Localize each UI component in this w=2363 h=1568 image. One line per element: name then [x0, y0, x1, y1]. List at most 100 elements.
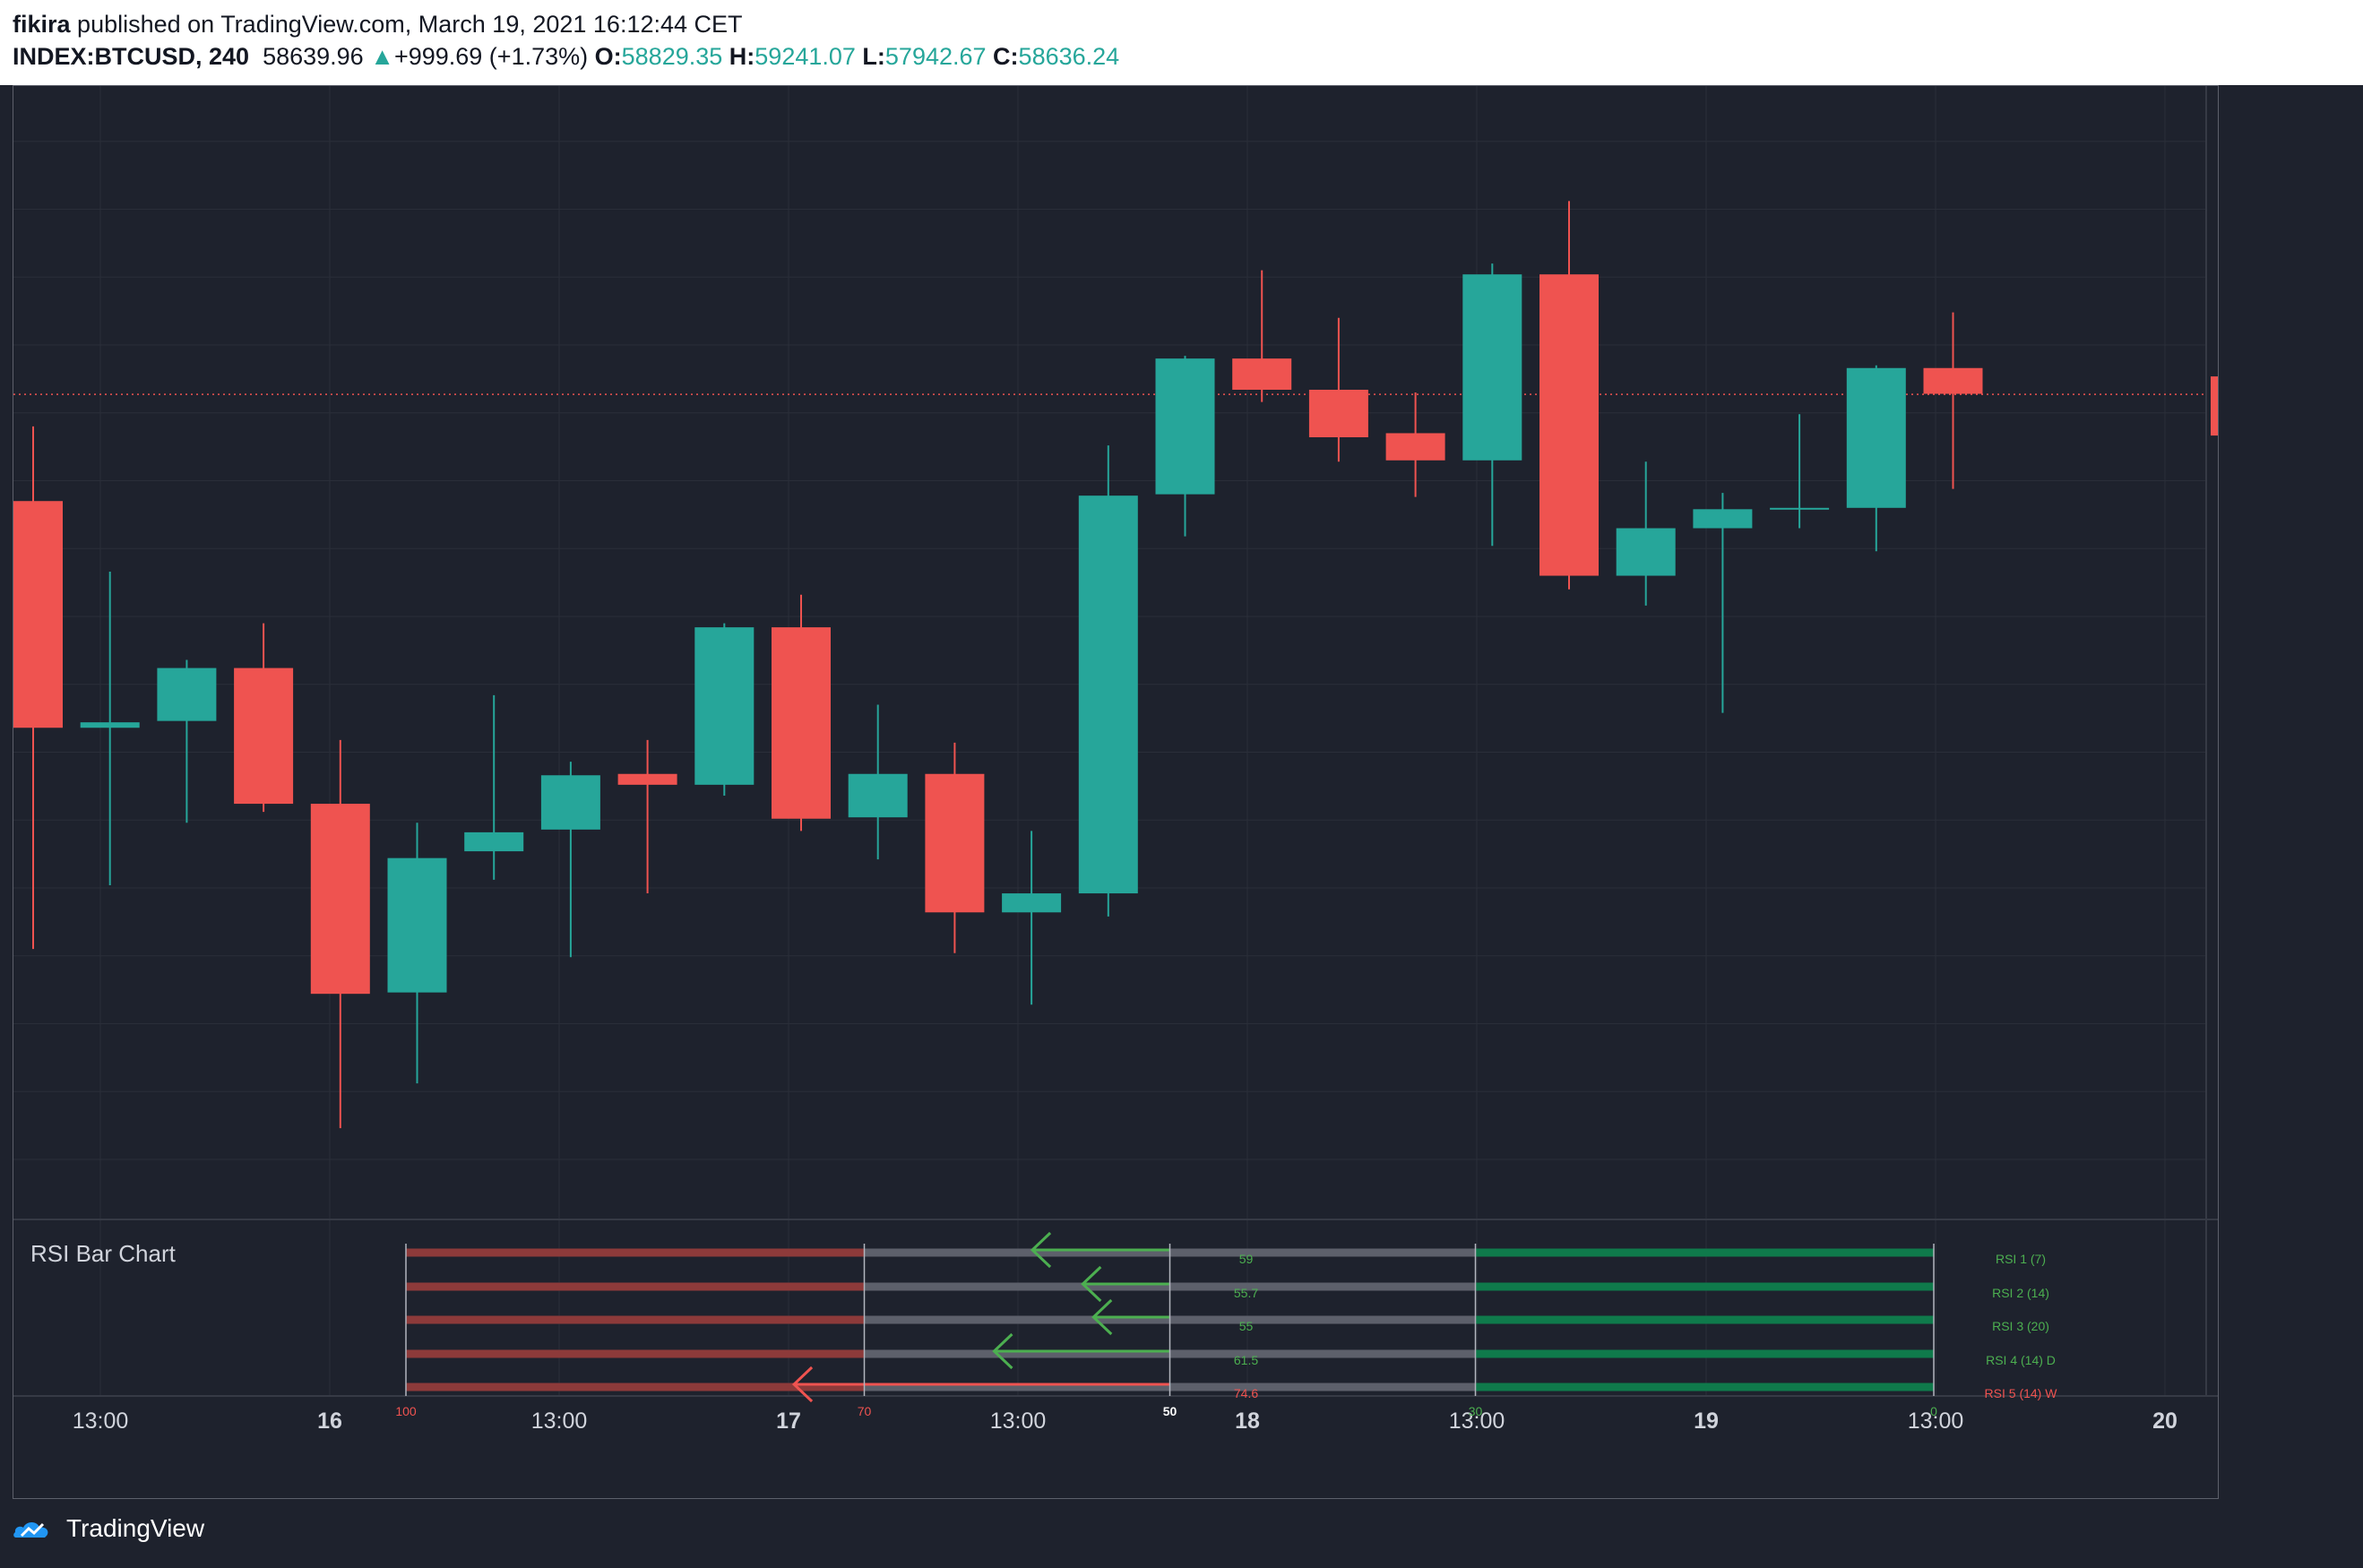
- candle: [772, 594, 831, 831]
- candle: [694, 623, 755, 796]
- candle-body: [1539, 274, 1599, 576]
- low-value: 57942.67: [884, 43, 987, 70]
- candle-body: [1078, 495, 1138, 894]
- candle: [1002, 831, 1062, 1005]
- rsi-arrow-head-icon: [1081, 1265, 1102, 1303]
- publish-header: fikira published on TradingView.com, Mar…: [0, 0, 2363, 85]
- tradingview-logo-icon[interactable]: [13, 1514, 61, 1543]
- candle: [1308, 317, 1368, 462]
- time-tick-label: 13:00: [1449, 1409, 1505, 1434]
- rsi-arrow-head-icon: [791, 1366, 814, 1403]
- rsi-arrow-head-icon: [1091, 1298, 1113, 1336]
- candle: [387, 823, 447, 1084]
- rsi-arrow-head-icon: [992, 1332, 1013, 1370]
- time-tick-label: 13:00: [531, 1409, 588, 1434]
- rsi-level-label: 30: [1469, 1404, 1483, 1418]
- candle: [540, 762, 600, 958]
- symbol-legend: INDEX:BTCUSD, 240 58639.96 ▲+999.69 (+1.…: [13, 43, 1119, 71]
- open-label: O:: [594, 43, 622, 70]
- rsi-series-name: RSI 5 (14) W: [1985, 1386, 2058, 1400]
- candle: [1616, 461, 1676, 606]
- time-tick-label: 16: [317, 1409, 342, 1434]
- time-tick-label: 13:00: [73, 1409, 129, 1434]
- candle-body: [1308, 389, 1368, 438]
- candle: [234, 623, 294, 813]
- candle-body: [925, 773, 985, 913]
- close-label: C:: [993, 43, 1019, 70]
- rsi-value-label: 74.6: [1234, 1386, 1258, 1400]
- indicator-title: RSI Bar Chart: [30, 1240, 177, 1267]
- candle: [1232, 270, 1292, 402]
- candle-body: [234, 668, 294, 805]
- rsi-value-label: 61.5: [1234, 1353, 1258, 1367]
- rsi-value-label: 59: [1239, 1252, 1254, 1266]
- candle-body: [540, 775, 600, 830]
- price-change: +999.69 (+1.73%): [393, 43, 589, 70]
- rsi-level-label: 70: [858, 1404, 872, 1418]
- candle: [1078, 445, 1138, 917]
- candle-body: [1232, 358, 1292, 390]
- chart-area[interactable]: 60500.0060000.0059500.0059000.0058500.00…: [4, 85, 2354, 1499]
- candle: [464, 694, 524, 880]
- last-price: 58639.96: [263, 43, 364, 70]
- candle: [80, 572, 140, 885]
- symbol-name[interactable]: INDEX:BTCUSD, 240: [13, 43, 250, 70]
- up-arrow-icon: ▲: [370, 43, 394, 70]
- high-label: H:: [729, 43, 755, 70]
- candle-body: [1002, 893, 1062, 913]
- candle-body: [694, 627, 755, 785]
- high-value: 59241.07: [755, 43, 856, 70]
- rsi-level-label: 0: [1930, 1404, 1937, 1418]
- candle-body: [772, 627, 831, 819]
- time-tick-label: 18: [1235, 1409, 1260, 1434]
- candle-body: [1462, 274, 1522, 461]
- rsi-series-name: RSI 1 (7): [1996, 1252, 2046, 1266]
- time-tick-label: 17: [776, 1409, 801, 1434]
- last-price-tag: [2211, 376, 2336, 436]
- rsi-arrow-head-icon: [1030, 1231, 1052, 1269]
- rsi-series-name: RSI 3 (20): [1992, 1319, 2049, 1333]
- candle-body: [464, 831, 524, 852]
- candle: [1923, 312, 1983, 489]
- candle: [1462, 263, 1522, 547]
- candle: [1693, 493, 1753, 713]
- rsi-value-label: 55.7: [1234, 1286, 1258, 1300]
- candle: [310, 739, 370, 1129]
- candle-body: [387, 857, 447, 993]
- footer: [0, 1499, 2363, 1568]
- candle: [1846, 365, 1906, 552]
- rsi-series-name: RSI 2 (14): [1992, 1286, 2049, 1300]
- time-tick-label: 19: [1694, 1409, 1719, 1434]
- author-name[interactable]: fikira: [13, 11, 71, 38]
- low-label: L:: [862, 43, 885, 70]
- candle-body: [617, 773, 677, 785]
- rsi-level-label: 50: [1163, 1404, 1177, 1418]
- rsi-level-label: 100: [395, 1404, 417, 1418]
- candle-body: [1770, 507, 1830, 510]
- time-tick-label: 13:00: [990, 1409, 1047, 1434]
- candle: [157, 659, 217, 823]
- tradingview-brand[interactable]: TradingView: [66, 1514, 205, 1542]
- candle: [617, 739, 677, 894]
- candle-body: [1693, 509, 1753, 529]
- candle-body: [1385, 433, 1445, 461]
- candle: [4, 426, 63, 950]
- candle: [1539, 201, 1599, 590]
- candle: [1155, 356, 1215, 537]
- candle: [1770, 414, 1830, 529]
- candle-body: [1923, 367, 1983, 394]
- chart-svg[interactable]: 60500.0060000.0059500.0059000.0058500.00…: [4, 86, 2354, 1498]
- candle: [848, 704, 908, 860]
- candle: [925, 742, 985, 953]
- time-tick-label: 20: [2152, 1409, 2178, 1434]
- candle: [1385, 392, 1445, 497]
- candle-body: [157, 668, 217, 721]
- publish-text: published on TradingView.com, March 19, …: [70, 11, 743, 38]
- time-tick-label: 13:00: [1908, 1409, 1964, 1434]
- rsi-series-name: RSI 4 (14) D: [1986, 1353, 2056, 1367]
- candle-body: [80, 722, 140, 728]
- candle-body: [1155, 358, 1215, 495]
- candle-body: [310, 804, 370, 995]
- close-value: 58636.24: [1018, 43, 1120, 70]
- open-value: 58829.35: [621, 43, 723, 70]
